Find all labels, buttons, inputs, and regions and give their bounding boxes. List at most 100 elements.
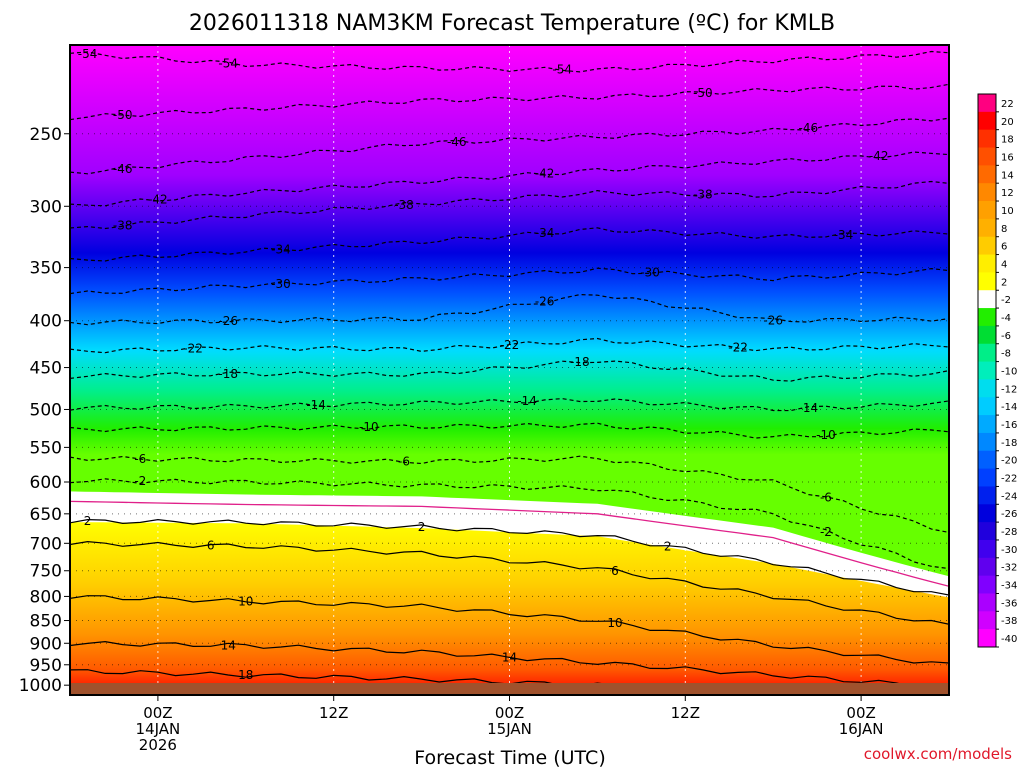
colorbar: 22 20 18 16 14 12 10 8 6 4 2 -2 -4 -6 -8 -10 -12 -14 -16 -1… — [977, 93, 1017, 648]
contour-labels: -54 -54 -54 -50 -50 -46 -46 -46 -42 -42 -42 -38 -38 -… — [78, 47, 889, 682]
contour-label: -30 — [271, 277, 291, 291]
x-axis-label: Forecast Time (UTC) — [414, 747, 605, 768]
colorbar-label: 4 — [1001, 259, 1007, 270]
colorbar-label: 14 — [1001, 170, 1014, 181]
colorbar-swatch — [978, 272, 996, 291]
y-tick-label: 850 — [30, 612, 62, 632]
zero-isotherm — [70, 500, 949, 587]
colorbar-label: -16 — [1001, 420, 1017, 431]
contour-label: 14 — [502, 650, 517, 664]
contour-label: -46 — [113, 162, 133, 176]
contour-label: -18 — [570, 355, 590, 369]
chart-title: 2026011318 NAM3KM Forecast Temperature (… — [189, 11, 835, 36]
contour-line — [70, 455, 949, 533]
colorbar-swatch — [978, 522, 996, 541]
contour-line — [70, 640, 949, 688]
colorbar-swatch — [978, 504, 996, 523]
colorbar-swatch — [978, 575, 996, 594]
contour-label: 2 — [418, 520, 426, 534]
colorbar-swatch — [978, 201, 996, 220]
contour-line — [70, 397, 949, 412]
colorbar-label: -38 — [1001, 616, 1017, 627]
colorbar-swatch — [978, 343, 996, 363]
y-tick-label: 450 — [30, 359, 62, 379]
colorbar-label: -22 — [1001, 474, 1017, 485]
y-tick-label: 750 — [30, 562, 62, 582]
x-axis: 00Z 14JAN 2026 12Z 00Z 15JAN 12Z 00Z 16JAN — [136, 695, 884, 754]
contour-label: 6 — [611, 564, 619, 578]
x-tick-label: 00Z 16JAN — [839, 704, 884, 738]
contour-line — [70, 360, 949, 382]
colorbar-swatch — [978, 450, 996, 470]
contour-label: -22 — [500, 338, 520, 352]
contour-label: -6 — [398, 454, 410, 468]
y-tick-label: 900 — [30, 634, 62, 654]
y-tick-label: 400 — [30, 312, 62, 332]
colorbar-swatch — [978, 397, 996, 416]
contour-label: -22 — [183, 342, 203, 356]
colorbar-label: -32 — [1001, 563, 1017, 574]
contour-label: -10 — [816, 428, 836, 442]
contour-label: -34 — [535, 226, 555, 240]
x-tick-label: 12Z — [319, 704, 348, 722]
colorbar-label: 12 — [1001, 188, 1014, 199]
y-axis: 2503003504004505005506006507007508008509… — [19, 125, 70, 696]
colorbar-label: -10 — [1001, 367, 1017, 378]
contour-label: -22 — [728, 341, 748, 355]
y-tick-label: 800 — [30, 587, 62, 607]
contour-label: -46 — [447, 135, 467, 149]
colorbar-swatch — [978, 539, 996, 559]
colorbar-swatch — [978, 129, 996, 149]
ground-terrain — [70, 683, 949, 695]
colorbar-swatch — [978, 415, 996, 434]
contour-label: -38 — [394, 198, 414, 212]
y-tick-label: 550 — [30, 438, 62, 458]
contour-label: -34 — [834, 228, 854, 242]
near-freezing-band — [70, 491, 949, 598]
colorbar-label: -28 — [1001, 527, 1017, 538]
contour-line — [70, 180, 949, 230]
colorbar-label: -12 — [1001, 384, 1017, 395]
contour-label: -34 — [271, 242, 291, 256]
colorbar-label: 20 — [1001, 117, 1014, 128]
colorbar-label: -8 — [1001, 349, 1011, 360]
colorbar-label: -30 — [1001, 545, 1017, 556]
y-tick-label: 300 — [30, 197, 62, 217]
x-tick-label: 12Z — [671, 704, 700, 722]
contour-line — [70, 478, 949, 570]
colorbar-swatch — [978, 183, 996, 202]
colorbar-swatch — [978, 165, 996, 184]
contour-label: 2 — [84, 514, 92, 528]
colorbar-label: -6 — [1001, 331, 1011, 342]
contour-label: -54 — [78, 47, 98, 61]
contour-label: -6 — [820, 491, 832, 505]
contour-label: -10 — [359, 420, 379, 434]
colorbar-swatch — [978, 557, 996, 577]
colorbar-swatch — [978, 432, 996, 452]
colorbar-swatch — [978, 486, 996, 505]
x-tick-label: 00Z 14JAN 2026 — [136, 704, 181, 754]
contour-label: -38 — [693, 187, 713, 201]
contour-label: -42 — [869, 149, 889, 163]
colorbar-swatch — [978, 147, 996, 166]
colorbar-swatch — [978, 94, 996, 113]
contour-label: -30 — [640, 266, 660, 280]
contour-label: 10 — [238, 594, 253, 608]
y-tick-label: 500 — [30, 400, 62, 420]
contour-label: -42 — [535, 167, 555, 181]
y-tick-label: 1000 — [19, 676, 62, 696]
contour-line — [70, 117, 949, 175]
contour-label: 6 — [207, 539, 215, 553]
colorbar-label: -36 — [1001, 598, 1017, 609]
colorbar-label: 10 — [1001, 206, 1014, 217]
y-tick-label: 700 — [30, 534, 62, 554]
colorbar-swatch — [978, 379, 996, 398]
plot-area: -54 -54 -54 -50 -50 -46 -46 -46 -42 -42 -42 -38 -38 -… — [70, 45, 949, 695]
colorbar-swatch — [978, 593, 996, 612]
contour-label: 14 — [221, 638, 236, 652]
contour-label: -46 — [799, 121, 819, 135]
contour-label: -2 — [134, 474, 146, 488]
contour-line — [70, 422, 949, 439]
colorbar-label: 8 — [1001, 224, 1007, 235]
